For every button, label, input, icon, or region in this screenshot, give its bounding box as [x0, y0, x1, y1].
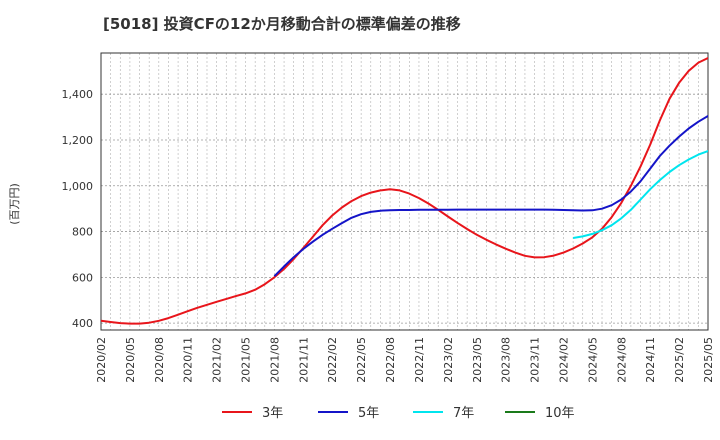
series-line-1	[101, 56, 708, 325]
legend-label-3: 7年	[453, 406, 474, 421]
x-tick-label: 2025/02	[673, 337, 686, 383]
plot-border	[100, 52, 709, 331]
series-line-2	[273, 114, 708, 277]
legend-label-1: 3年	[262, 406, 283, 421]
x-tick-label: 2020/05	[124, 337, 137, 383]
legend-label-4: 10年	[545, 406, 575, 421]
x-tick-label: 2024/05	[586, 337, 599, 383]
y-tick-label: 1,400	[62, 88, 94, 101]
x-tick-label: 2025/05	[702, 337, 715, 383]
x-tick-labels: 2020/02 2020/05 2020/08 2020/11 2021/02 2021/…	[95, 337, 715, 383]
x-tick-label: 2024/02	[557, 337, 570, 383]
y-tick-label: 1,200	[62, 134, 94, 147]
x-tick-label: 2023/02	[442, 337, 455, 383]
y-tick-label: 800	[72, 226, 93, 239]
y-tick-label: 400	[72, 317, 93, 330]
y-tick-label: 600	[72, 271, 93, 284]
x-tick-label: 2021/11	[297, 337, 310, 383]
x-tick-label: 2023/11	[529, 337, 542, 383]
x-tick-label: 2022/02	[326, 337, 339, 383]
y-tick-label: 1,000	[62, 180, 94, 193]
x-tick-label: 2020/08	[153, 337, 166, 383]
series-line-3	[572, 149, 708, 239]
x-tick-label: 2022/11	[413, 337, 426, 383]
x-tick-label: 2024/08	[615, 337, 628, 383]
x-tick-label: 2022/08	[384, 337, 397, 383]
legend: 3年 5年 7年 10年	[222, 406, 575, 421]
y-axis-label: (百万円)	[8, 183, 21, 225]
y-tick-labels: 400 600 800 1,000 1,200 1,400	[62, 88, 94, 330]
x-tick-label: 2021/08	[268, 337, 281, 383]
chart-title: [5018] 投資CFの12か月移動合計の標準偏差の推移	[103, 15, 461, 33]
plot-frame	[100, 52, 709, 331]
x-tick-label: 2021/05	[240, 337, 253, 383]
x-tick-label: 2023/08	[500, 337, 513, 383]
series-lines	[101, 56, 708, 325]
x-tick-label: 2020/11	[182, 337, 195, 383]
x-tick-label: 2023/05	[471, 337, 484, 383]
legend-label-2: 5年	[358, 406, 379, 421]
x-tick-label: 2022/05	[355, 337, 368, 383]
x-tick-label: 2024/11	[644, 337, 657, 383]
gridlines	[101, 53, 708, 330]
x-tick-label: 2020/02	[95, 337, 108, 383]
x-tick-label: 2021/02	[211, 337, 224, 383]
